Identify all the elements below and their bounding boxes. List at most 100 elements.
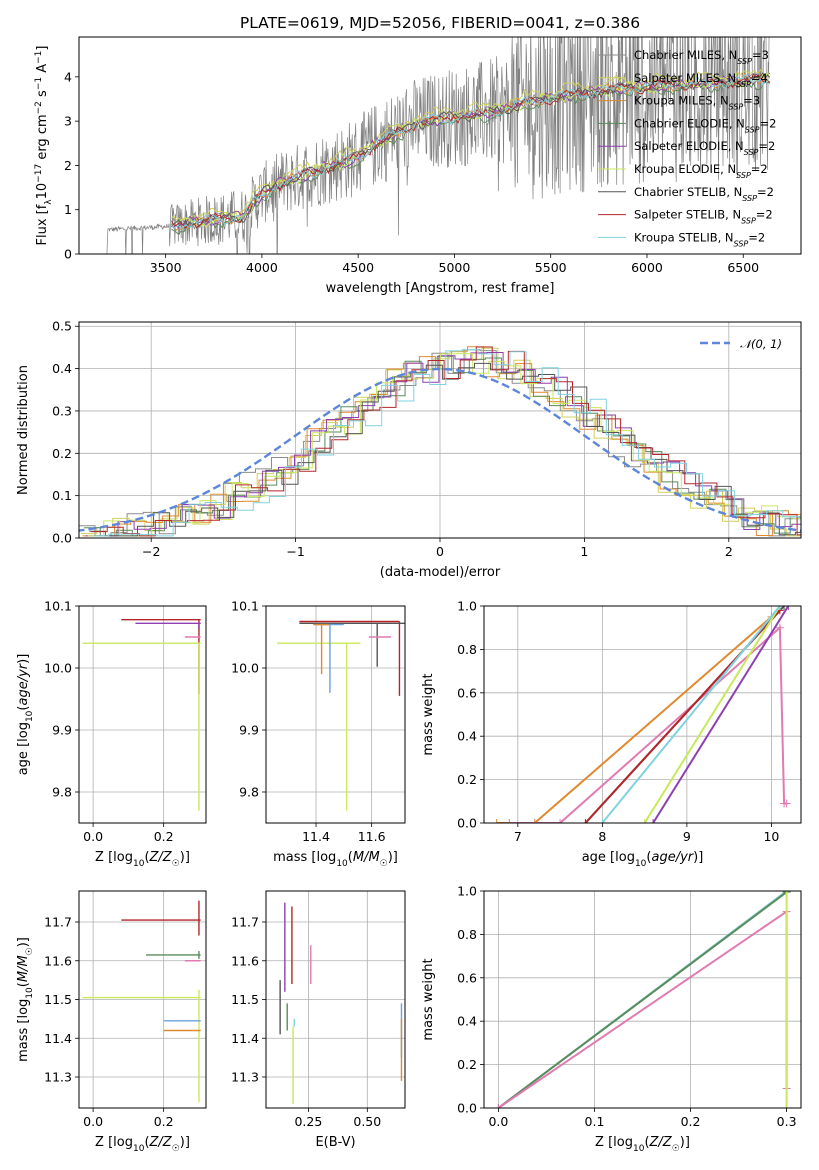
data-point-marker bbox=[782, 1104, 791, 1108]
axes-spectrum: 3500 4000 4500 5000 5500 6000 6500 0 1 2 3 4 wavelen… bbox=[34, 36, 802, 296]
legend-label: 𝒩(0, 1) bbox=[740, 337, 782, 351]
plot-area-mass_weight_vs_Z bbox=[494, 891, 791, 1108]
axes-mass_vs_ebv: 0.25 0.50 11.3 11.4 11.5 11.6 11.7 E(B-V) bbox=[231, 890, 406, 1150]
data-point-marker bbox=[581, 819, 590, 823]
legend-label: Kroupa STELIB, NSSP=2 bbox=[634, 230, 765, 248]
plot-area-age_vs_Z bbox=[82, 618, 201, 811]
y-tick-label: 11.6 bbox=[231, 953, 259, 968]
legend-label: Salpeter ELODIE, NSSP=2 bbox=[634, 139, 775, 157]
y-tick-label: 11.3 bbox=[231, 1070, 259, 1085]
y-tick-label: 11.3 bbox=[44, 1070, 72, 1085]
plot-area-mass_weight_vs_age bbox=[492, 606, 793, 823]
x-tick-label: 4000 bbox=[246, 260, 278, 275]
x-tick-label: 10 bbox=[763, 829, 779, 844]
x-tick-label: 9 bbox=[683, 829, 691, 844]
y-axis-label: mass weight bbox=[421, 958, 436, 1040]
axes-mass_weight_vs_age: 7 8 9 10 0.0 0.2 0.4 0.6 0.8 1.0 age [log10(age/yr… bbox=[421, 599, 802, 869]
axes-mass_weight_vs_Z: 0.0 0.1 0.2 0.3 0.0 0.2 0.4 0.6 0.8 1.0 Z [log10(Z… bbox=[421, 884, 802, 1154]
y-tick-label: 2 bbox=[64, 158, 72, 173]
x-tick-label: 8 bbox=[598, 829, 606, 844]
x-tick-label: 6500 bbox=[727, 260, 759, 275]
x-tick-label: 0.0 bbox=[83, 1114, 103, 1129]
y-tick-label: 0.0 bbox=[52, 531, 72, 546]
data-point-marker bbox=[598, 819, 607, 823]
y-tick-label: 11.4 bbox=[231, 1031, 259, 1046]
y-tick-label: 0.6 bbox=[457, 685, 477, 700]
y-tick-label: 11.6 bbox=[44, 953, 72, 968]
y-tick-label: 0.0 bbox=[457, 816, 477, 831]
observed-spectrum-line bbox=[79, 37, 770, 254]
x-tick-label: 0.25 bbox=[294, 1114, 322, 1129]
x-tick-label: 0.0 bbox=[83, 829, 103, 844]
y-tick-label: 0 bbox=[64, 247, 72, 262]
y-axis-label: age [log10(age/yr)] bbox=[16, 654, 35, 776]
y-tick-label: 10.1 bbox=[231, 599, 259, 614]
axes-frame bbox=[78, 605, 207, 824]
y-tick-label: 0.2 bbox=[457, 772, 477, 787]
x-tick-label: 0.50 bbox=[353, 1114, 381, 1129]
y-tick-label: 0.8 bbox=[457, 642, 477, 657]
y-tick-label: 0.4 bbox=[457, 1014, 477, 1029]
x-tick-label: 0.0 bbox=[488, 1114, 508, 1129]
x-tick-label: 7 bbox=[514, 829, 522, 844]
x-tick-label: 0.1 bbox=[585, 1114, 605, 1129]
model-spectrum-line bbox=[171, 73, 771, 229]
x-axis-label: Z [log10(Z/Z☉)] bbox=[95, 850, 190, 869]
x-axis-label: wavelength [Angstrom, rest frame] bbox=[326, 281, 555, 296]
axes-frame bbox=[78, 890, 207, 1109]
plot-area-mass_vs_Z bbox=[82, 900, 201, 1103]
axes-age_vs_Z: 0.0 0.2 9.8 9.9 10.0 10.1 Z [log10(Z/Z☉)] age [… bbox=[16, 599, 207, 869]
y-tick-label: 0.2 bbox=[457, 1057, 477, 1072]
y-axis-label: mass [log10(M/M☉)] bbox=[16, 937, 35, 1062]
axes-frame bbox=[78, 36, 802, 255]
legend-label: Chabrier MILES, NSSP=3 bbox=[634, 48, 769, 66]
y-tick-label: 11.5 bbox=[231, 992, 259, 1007]
y-tick-label: 0.5 bbox=[52, 319, 72, 334]
y-tick-label: 0.2 bbox=[52, 446, 72, 461]
y-tick-label: 0.3 bbox=[52, 403, 72, 418]
legend-label: Kroupa MILES, NSSP=3 bbox=[634, 94, 760, 112]
y-tick-label: 1.0 bbox=[457, 884, 477, 899]
y-tick-label: 0.4 bbox=[52, 361, 72, 376]
mass-weight-line bbox=[497, 909, 788, 1108]
y-tick-label: 0.8 bbox=[457, 927, 477, 942]
x-tick-label: 3500 bbox=[150, 260, 182, 275]
residual-histogram bbox=[89, 362, 801, 537]
x-tick-label: 0.2 bbox=[681, 1114, 701, 1129]
y-tick-label: 1 bbox=[64, 202, 72, 217]
data-point-marker bbox=[492, 819, 501, 823]
x-tick-label: 0.3 bbox=[777, 1114, 797, 1129]
mass-weight-line bbox=[601, 606, 781, 823]
y-tick-label: 0.6 bbox=[457, 970, 477, 985]
y-axis-label: mass weight bbox=[421, 673, 436, 755]
legend-label: Salpeter STELIB, NSSP=2 bbox=[634, 208, 773, 226]
model-spectrum-line bbox=[171, 68, 771, 223]
y-tick-label: 10.1 bbox=[44, 599, 72, 614]
data-point-marker bbox=[505, 819, 514, 823]
data-point-marker bbox=[556, 819, 565, 823]
residual-histogram bbox=[87, 353, 801, 537]
legend-label: Kroupa ELODIE, NSSP=2 bbox=[634, 162, 768, 180]
data-point-marker bbox=[530, 819, 539, 823]
y-tick-label: 9.9 bbox=[52, 723, 72, 738]
x-tick-label: 4500 bbox=[342, 260, 374, 275]
y-tick-label: 4 bbox=[64, 69, 72, 84]
legend-label: Chabrier STELIB, NSSP=2 bbox=[634, 185, 774, 203]
axes-age_vs_mass: 11.4 11.6 9.8 9.9 10.0 10.1 mass [log10(M/M☉)] bbox=[231, 599, 406, 869]
x-axis-label: E(B-V) bbox=[315, 1135, 355, 1150]
residual-histogram bbox=[92, 349, 801, 537]
plot-area-age_vs_mass bbox=[277, 620, 405, 811]
y-tick-label: 10.0 bbox=[44, 661, 72, 676]
y-tick-label: 10.0 bbox=[231, 661, 259, 676]
y-tick-label: 3 bbox=[64, 114, 72, 129]
y-tick-label: 0.1 bbox=[52, 488, 72, 503]
x-tick-label: 1 bbox=[580, 544, 588, 559]
y-tick-label: 11.7 bbox=[44, 915, 72, 930]
mass-weight-line bbox=[643, 606, 781, 823]
x-axis-label: age [log10(age/yr)] bbox=[582, 850, 704, 869]
x-axis-label: Z [log10(Z/Z☉)] bbox=[95, 1135, 190, 1154]
y-tick-label: 9.9 bbox=[239, 723, 259, 738]
plot-area-mass_vs_ebv bbox=[279, 902, 403, 1105]
axes-frame bbox=[265, 605, 406, 824]
